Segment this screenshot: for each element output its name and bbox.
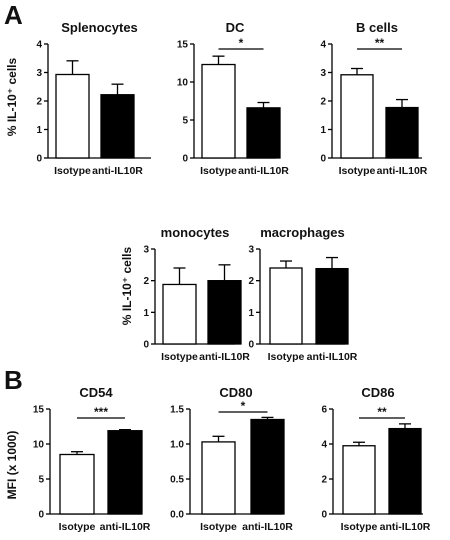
y-tick-label: 10: [177, 78, 189, 89]
bar-macrophages-isotype: [269, 267, 303, 345]
significance-marker: **: [377, 405, 387, 419]
y-tick-label: 5: [182, 116, 188, 127]
significance-marker: ***: [94, 405, 108, 419]
x-tick-label: Isotype: [200, 165, 237, 177]
x-tick-label: anti-IL10R: [380, 521, 431, 533]
bar-dc-anti-il10r: [246, 107, 281, 159]
y-tick-label: 1.0: [170, 440, 184, 451]
y-tick-label: 0: [320, 154, 326, 165]
x-tick-label: Isotype: [54, 165, 91, 177]
panel-letter-a: A: [4, 0, 23, 30]
bar-splenocytes-isotype: [55, 73, 90, 159]
y-tick-label: 0.5: [170, 475, 184, 486]
bar-macrophages-anti-il10r: [315, 267, 349, 345]
y-axis-label-row-1: % IL-10⁺ cells: [5, 57, 19, 136]
x-tick-label: Isotype: [200, 521, 237, 533]
x-tick-label: Isotype: [341, 521, 378, 533]
x-tick-label: Isotype: [339, 165, 376, 177]
x-tick-label: anti-IL10R: [238, 165, 289, 177]
chart-monocytes: monocytes 0 1 2 3 Isotype anti-IL10R: [143, 225, 250, 363]
bar-b-cells-anti-il10r: [385, 106, 419, 159]
y-tick-label: 5: [38, 475, 44, 486]
chart-b-cells: B cells 0 1 2 3 4 Isotype anti-IL10R **: [320, 20, 427, 177]
chart-title-dc: DC: [226, 20, 245, 35]
y-tick-label: 6: [321, 405, 327, 416]
significance-marker: *: [239, 36, 244, 50]
bar-monocytes-isotype: [162, 283, 197, 345]
y-tick-label: 3: [248, 245, 254, 256]
bar-splenocytes-anti-il10r: [100, 94, 135, 159]
chart-title-monocytes: monocytes: [161, 225, 230, 240]
y-tick-label: 15: [177, 40, 189, 51]
y-tick-label: 0: [182, 154, 188, 165]
x-tick-label: anti-IL10R: [377, 165, 428, 177]
y-tick-label: 10: [33, 440, 45, 451]
y-tick-label: 4: [321, 440, 327, 451]
y-tick-label: 0: [143, 340, 149, 351]
chart-title-cd54: CD54: [79, 385, 113, 400]
y-tick-label: 2: [143, 276, 149, 287]
y-tick-label: 0: [38, 510, 44, 521]
y-tick-label: 1.5: [170, 405, 184, 416]
y-tick-label: 1: [320, 125, 326, 136]
bar-cd86-isotype: [342, 445, 376, 515]
y-tick-label: 3: [36, 68, 42, 79]
y-tick-label: 2: [320, 97, 326, 108]
y-tick-label: 4: [36, 40, 42, 51]
bar-monocytes-anti-il10r: [207, 280, 242, 345]
chart-macrophages: macrophages 0 1 2 3 Isotype anti-IL10R: [248, 225, 357, 363]
bar-cd54-anti-il10r: [107, 430, 143, 515]
panel-letter-b: B: [4, 365, 23, 395]
y-tick-label: 1: [36, 125, 42, 136]
x-tick-label: Isotype: [161, 351, 198, 363]
chart-title-splenocytes: Splenocytes: [61, 20, 138, 35]
y-tick-label: 0: [36, 154, 42, 165]
x-tick-label: Isotype: [59, 521, 96, 533]
x-tick-label: Isotype: [268, 351, 305, 363]
chart-title-b-cells: B cells: [356, 20, 398, 35]
y-axis-label-row-3: MFI (x 1000): [5, 431, 19, 500]
y-tick-label: 4: [320, 40, 326, 51]
y-tick-label: 1: [143, 308, 149, 319]
y-tick-label: 2: [321, 475, 327, 486]
bar-cd54-isotype: [59, 453, 95, 515]
bar-cd80-anti-il10r: [250, 418, 285, 515]
bar-dc-isotype: [201, 63, 236, 159]
chart-title-cd80: CD80: [219, 385, 252, 400]
significance-marker: *: [241, 399, 246, 413]
x-tick-label: anti-IL10R: [100, 521, 151, 533]
chart-splenocytes: Splenocytes 0 1 2 3 4 Isotype anti-IL10R: [36, 20, 151, 177]
chart-title-cd86: CD86: [361, 385, 394, 400]
y-tick-label: 0.0: [170, 510, 184, 521]
y-tick-label: 2: [248, 276, 254, 287]
y-tick-label: 1: [248, 308, 254, 319]
y-axis-label-row-2: % IL-10⁺ cells: [120, 246, 134, 325]
chart-cd54: CD54 0 5 10 15 Isotype anti-IL10R ***: [33, 385, 151, 533]
x-tick-label: anti-IL10R: [199, 351, 250, 363]
bar-cd86-anti-il10r: [388, 427, 422, 515]
chart-dc: DC 0 5 10 15 Isotype anti-IL10R *: [177, 20, 289, 177]
y-tick-label: 3: [320, 68, 326, 79]
y-tick-label: 0: [248, 340, 254, 351]
chart-cd80: CD80 0.0 0.5 1.0 1.5 Isotype anti-IL10R *: [170, 385, 293, 533]
chart-cd86: CD86 0 2 4 6 Isotype anti-IL10R **: [321, 385, 430, 533]
y-tick-label: 2: [36, 97, 42, 108]
y-tick-label: 0: [321, 510, 327, 521]
x-tick-label: anti-IL10R: [242, 521, 293, 533]
y-tick-label: 15: [33, 405, 45, 416]
bar-cd80-isotype: [201, 441, 236, 515]
y-tick-label: 3: [143, 245, 149, 256]
bar-b-cells-isotype: [340, 74, 374, 159]
chart-title-macrophages: macrophages: [260, 225, 345, 240]
x-tick-label: anti-IL10R: [307, 351, 358, 363]
x-tick-label: anti-IL10R: [92, 165, 143, 177]
significance-marker: **: [375, 36, 385, 50]
